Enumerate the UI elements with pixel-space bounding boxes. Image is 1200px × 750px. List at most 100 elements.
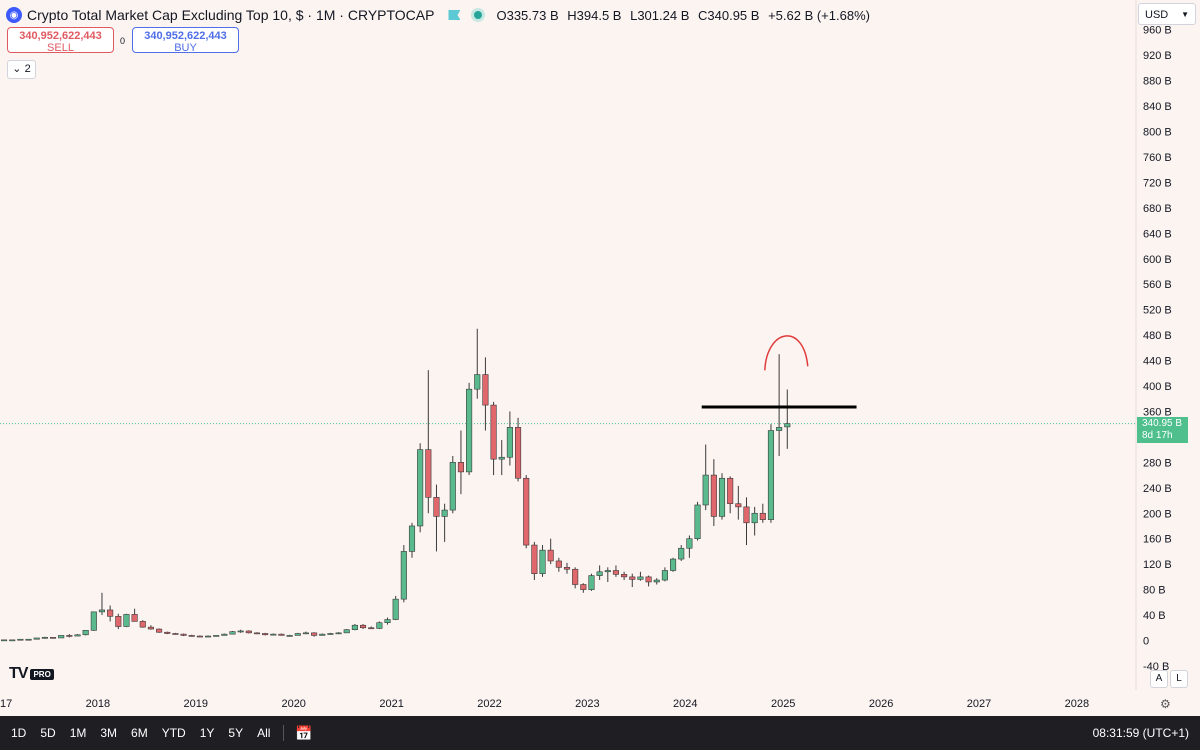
candle-body-down xyxy=(523,477,530,546)
candle-body-up xyxy=(751,512,758,524)
range-button-1d[interactable]: 1D xyxy=(11,726,27,740)
candle-body-up xyxy=(637,576,644,580)
spread-value: 0 xyxy=(120,36,126,46)
candle xyxy=(66,634,73,638)
candle xyxy=(164,631,171,635)
buy-button[interactable]: 340,952,622,443 BUY xyxy=(132,27,239,54)
candle xyxy=(767,424,775,523)
candle-body-down xyxy=(433,497,440,517)
sell-button[interactable]: 340,952,622,443 SELL xyxy=(7,27,114,54)
candle xyxy=(547,538,554,565)
candle xyxy=(188,634,195,637)
market-status-icon[interactable] xyxy=(474,11,483,19)
range-button-3m[interactable]: 3M xyxy=(100,726,118,740)
candle-body-up xyxy=(392,598,399,620)
calendar-icon[interactable]: 📅 xyxy=(295,724,313,741)
candle xyxy=(563,562,571,574)
candle xyxy=(474,328,481,399)
candle xyxy=(335,632,342,635)
candle xyxy=(1,639,8,642)
clock[interactable]: 08:31:59 (UTC+1) xyxy=(1092,726,1189,740)
candle-body-up xyxy=(351,624,358,630)
candle-body-up xyxy=(604,570,611,573)
candle-body-up xyxy=(213,635,220,637)
log-scale-button[interactable]: L xyxy=(1170,670,1188,688)
candle-body-up xyxy=(449,462,456,511)
tv-logo-icon: TV xyxy=(9,665,28,682)
candle xyxy=(384,617,391,625)
candle xyxy=(466,382,473,476)
range-button-5d[interactable]: 5D xyxy=(40,726,56,740)
candle xyxy=(392,595,399,621)
range-button-ytd[interactable]: YTD xyxy=(161,726,186,740)
candle xyxy=(539,545,546,577)
range-button-6m[interactable]: 6M xyxy=(131,726,148,740)
candle xyxy=(596,565,603,581)
candle-body-up xyxy=(670,558,677,571)
candle xyxy=(294,632,301,636)
candle-body-up xyxy=(229,631,236,635)
candle-body-up xyxy=(474,374,481,390)
candle-body-up xyxy=(776,427,783,431)
candle-body-up xyxy=(686,538,693,549)
bar-countdown: 8d 17h xyxy=(1142,430,1173,441)
candle-body-up xyxy=(270,633,277,636)
x-tick-label: 2022 xyxy=(477,698,501,710)
candle-body-down xyxy=(188,635,195,637)
candle-body-down xyxy=(743,506,750,524)
candle-body-down xyxy=(278,633,285,636)
candle-body-up xyxy=(327,633,334,635)
candle-body-up xyxy=(400,551,407,600)
candle xyxy=(204,635,212,638)
y-tick-label: 360 B xyxy=(1143,406,1172,418)
candle-body-up xyxy=(204,635,212,638)
candle-body-down xyxy=(621,574,628,578)
candle-body-up xyxy=(596,571,603,576)
chevron-down-icon: ⌄ xyxy=(12,63,22,75)
auto-scale-button[interactable]: A xyxy=(1150,670,1168,688)
candle-body-up xyxy=(702,474,709,506)
candle-body-down xyxy=(107,609,114,617)
candle xyxy=(49,637,57,639)
range-button-all[interactable]: All xyxy=(257,726,271,740)
range-button-1y[interactable]: 1Y xyxy=(199,726,215,740)
currency-select[interactable]: USD ▼ xyxy=(1138,3,1196,25)
candle-body-down xyxy=(482,374,489,406)
candle-body-up xyxy=(319,633,326,636)
candle xyxy=(751,506,758,536)
candle xyxy=(506,411,513,466)
y-tick-label: 200 B xyxy=(1143,508,1172,520)
flag-icon[interactable] xyxy=(448,10,461,20)
y-tick-label: 80 B xyxy=(1143,585,1166,597)
candle xyxy=(727,476,734,514)
price-chart[interactable]: -40 B 0 40 B 80 B 120 B 160 B 200 B 240 B 280 B 3… xyxy=(0,0,1200,716)
candle-body-down xyxy=(139,621,146,628)
candle-body-up xyxy=(539,549,546,574)
candle xyxy=(710,459,717,526)
sell-label: SELL xyxy=(47,42,74,54)
candle xyxy=(457,430,464,495)
candle xyxy=(482,357,489,431)
candle-body-up xyxy=(286,635,293,637)
candle xyxy=(678,545,685,561)
candle-body-down xyxy=(49,637,57,639)
indicators-collapse-button[interactable]: ⌄ 2 xyxy=(7,60,36,79)
candle xyxy=(221,633,228,636)
y-tick-label: 840 B xyxy=(1143,101,1172,113)
candle-body-up xyxy=(441,509,448,517)
x-tick-label: 2028 xyxy=(1065,698,1089,710)
settings-gear-icon[interactable]: ⚙ xyxy=(1160,697,1171,711)
range-button-1m[interactable]: 1M xyxy=(69,726,87,740)
candle xyxy=(156,628,163,633)
symbol-title[interactable]: Crypto Total Market Cap Excluding Top 10… xyxy=(27,7,435,23)
candle xyxy=(637,571,644,581)
candle-body-up xyxy=(417,449,424,527)
y-tick-label: 680 B xyxy=(1143,203,1172,215)
range-button-5y[interactable]: 5Y xyxy=(228,726,244,740)
sell-price: 340,952,622,443 xyxy=(19,30,102,42)
candle-body-up xyxy=(82,630,89,636)
candle xyxy=(408,522,416,558)
y-tick-label: 600 B xyxy=(1143,254,1172,266)
candle xyxy=(147,625,154,630)
tradingview-logo[interactable]: TV PRO xyxy=(9,665,54,683)
